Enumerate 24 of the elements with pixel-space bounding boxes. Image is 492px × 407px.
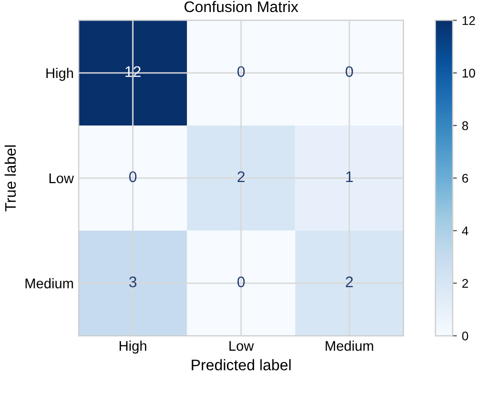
- data-label: 0: [346, 66, 353, 78]
- data-label: 3: [129, 276, 136, 288]
- x-tick-label: High: [120, 340, 146, 354]
- x-axis-title: Predicted label: [192, 359, 291, 370]
- color-bar-label: 0: [462, 332, 468, 340]
- data-label: 0: [237, 66, 245, 78]
- color-bar-label: 12: [462, 16, 475, 25]
- data-label: 2: [238, 171, 245, 182]
- color-bar-label: 4: [462, 226, 468, 236]
- x-tick-label: Low: [229, 341, 254, 351]
- color-bar-label: 10: [462, 68, 476, 78]
- color-bar-label: 8: [462, 121, 468, 130]
- data-label: 2: [346, 276, 353, 288]
- chart-title: Confusion Matrix: [184, 0, 298, 12]
- color-bar-label: 2: [462, 279, 468, 288]
- y-tick-label: Medium: [26, 278, 73, 288]
- data-label: 0: [129, 171, 136, 182]
- data-label: 1: [346, 172, 353, 182]
- y-tick-label: High: [46, 68, 73, 81]
- color-bar-label: 6: [462, 174, 468, 183]
- x-tick-label: Medium: [326, 340, 374, 351]
- y-axis-title: True label: [4, 145, 16, 212]
- data-label: 0: [237, 276, 245, 288]
- y-tick-label: Low: [50, 174, 74, 184]
